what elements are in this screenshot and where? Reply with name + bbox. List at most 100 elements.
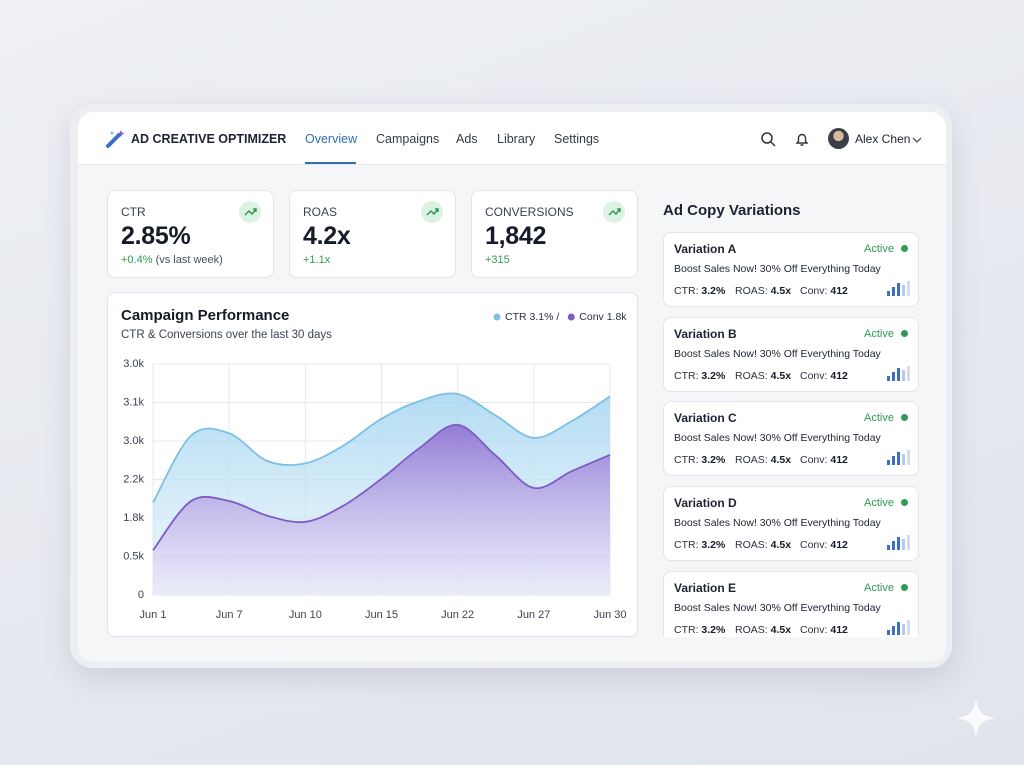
x-tick-label: Jun 27: [517, 609, 550, 621]
bars-icon: [886, 449, 910, 470]
chart-subtitle: CTR & Conversions over the last 30 days: [121, 329, 332, 341]
variation-copy: Boost Sales Now! 30% Off Everything Toda…: [674, 517, 881, 530]
metric: Conv: 412: [800, 539, 848, 551]
chevron[interactable]: [912, 136, 922, 144]
y-tick-label: 0.5k: [123, 550, 144, 562]
metric-value: 4.5x: [770, 623, 792, 636]
kpi-card: CONVERSIONS 1,842 +315: [471, 190, 638, 278]
metric: CTR: 3.2%: [674, 624, 725, 636]
metric-value: 3.2%: [701, 623, 726, 636]
avatar[interactable]: [828, 128, 849, 149]
nav-item[interactable]: Library: [497, 132, 536, 146]
variation-card[interactable]: Variation E Active Boost Sales Now! 30% Of…: [663, 570, 919, 637]
variation-name: Variation E: [674, 580, 737, 595]
metric-value: 412: [830, 539, 848, 552]
kpi-value: 2.85%: [121, 222, 191, 250]
nav-item[interactable]: Settings: [554, 132, 600, 146]
chart: Campaign Performance CTR & Conversions o…: [121, 307, 627, 621]
legend-swatch: [493, 313, 501, 321]
kpi-value: 4.2x: [303, 222, 351, 250]
nav-item[interactable]: Ads: [456, 132, 478, 146]
status-dot: [901, 414, 908, 422]
legend-swatch: [567, 313, 575, 321]
variation-card[interactable]: Variation B Active Boost Sales Now! 30% Of…: [663, 316, 919, 392]
metric-value: 3.2%: [701, 285, 726, 297]
metric-value: 3.2%: [701, 539, 726, 552]
metric-value: 412: [830, 454, 848, 467]
nav-item[interactable]: Overview: [305, 132, 358, 146]
kpi-label: ROAS: [303, 205, 338, 219]
search-icon[interactable]: [760, 131, 776, 147]
metric: CTR: 3.2%: [674, 285, 725, 297]
variation-card[interactable]: Variation A Active Boost Sales Now! 30% Of…: [663, 232, 919, 307]
chart-card: Campaign Performance CTR & Conversions o…: [107, 292, 638, 637]
metric-value: 412: [830, 369, 848, 382]
variation-card[interactable]: Variation D Active Boost Sales Now! 30% Of…: [663, 486, 919, 562]
metric-label: CTR:: [674, 285, 699, 297]
metric-value: 4.5x: [770, 539, 792, 552]
metric-label: CTR:: [674, 369, 699, 382]
y-tick-label: 2.2k: [123, 473, 144, 485]
metric: ROAS: 4.5x: [735, 285, 791, 297]
kpi-delta-value: +315: [485, 254, 510, 266]
metric: ROAS: 4.5x: [735, 539, 791, 551]
variation-copy: Boost Sales Now! 30% Off Everything Toda…: [674, 601, 881, 614]
variation-name: Variation B: [674, 326, 737, 341]
status-dot: [901, 329, 908, 337]
sparkle: [956, 698, 996, 738]
bars-icon: [886, 534, 910, 555]
y-tick-label: 0: [138, 589, 144, 601]
x-tick-label: Jun 10: [289, 609, 322, 621]
variation-list: Variation A Active Boost Sales Now! 30% Of…: [663, 232, 919, 637]
x-tick-label: Jun 15: [365, 609, 398, 621]
y-tick-label: 1.8k: [123, 512, 144, 524]
metric-value: 412: [830, 285, 848, 297]
variation-card[interactable]: Variation C Active Boost Sales Now! 30% Of…: [663, 401, 919, 477]
metric-label: ROAS:: [735, 369, 768, 382]
metric: Conv: 412: [800, 285, 848, 297]
metric-label: ROAS:: [735, 285, 768, 297]
metric-label: CTR:: [674, 454, 699, 467]
metric-label: Conv:: [800, 623, 828, 636]
variation-status: Active: [864, 327, 894, 340]
x-tick-label: Jun 1: [140, 609, 167, 621]
variation-status: Active: [864, 581, 894, 594]
variation-name: Variation C: [674, 411, 737, 426]
metric-label: ROAS:: [735, 623, 768, 636]
variation-status: Active: [864, 243, 894, 255]
variation-copy: Boost Sales Now! 30% Off Everything Toda…: [674, 263, 881, 275]
metric: Conv: 412: [800, 624, 848, 636]
kpi-delta: +0.4% (vs last week): [121, 254, 223, 266]
variation-status: Active: [864, 412, 894, 425]
nav-item[interactable]: Campaigns: [376, 132, 440, 146]
kpi-delta-value: +0.4%: [121, 254, 153, 266]
status-dot: [901, 245, 908, 252]
kpi-value: 1,842: [485, 222, 547, 250]
bars-icon: [886, 365, 910, 386]
user-name[interactable]: Alex Chen: [855, 132, 911, 146]
metric-label: Conv:: [800, 369, 828, 382]
legend-label: Conv 1.8k: [579, 311, 627, 323]
metric-value: 4.5x: [770, 285, 792, 297]
app: AD CREATIVE OPTIMIZER Alex Chen Overview…: [78, 112, 946, 662]
metric: CTR: 3.2%: [674, 370, 725, 382]
kpi-note: (vs last week): [155, 254, 223, 266]
metric: Conv: 412: [800, 370, 848, 382]
brand: AD CREATIVE OPTIMIZER: [131, 132, 287, 146]
line: [152, 423, 611, 551]
bars-icon: [886, 619, 910, 637]
metric-value: 3.2%: [701, 369, 726, 382]
variation-copy: Boost Sales Now! 30% Off Everything Toda…: [674, 347, 881, 360]
bell-icon[interactable]: [794, 131, 810, 147]
metric: CTR: 3.2%: [674, 454, 725, 466]
y-tick-label: 3.1k: [123, 396, 144, 408]
metric-label: Conv:: [800, 454, 828, 467]
area: [153, 424, 610, 595]
kpi-label: CTR: [121, 205, 146, 219]
kpi-card: ROAS 4.2x +1.1x: [289, 190, 456, 278]
x-tick-label: Jun 30: [593, 609, 626, 621]
metric-label: CTR:: [674, 623, 699, 636]
nav-underline: [305, 162, 356, 164]
line: [152, 392, 611, 504]
